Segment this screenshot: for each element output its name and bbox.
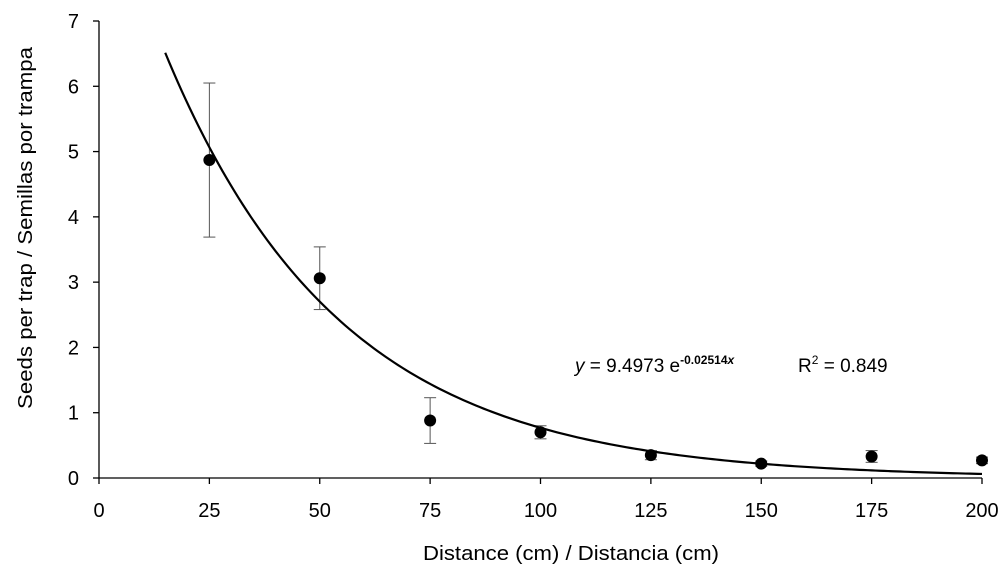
y-tick-label: 5 [68,142,79,164]
y-axis-title: Seeds per trap / Semillas por trampa [15,46,37,409]
equation-y-var: y [573,356,586,377]
x-tick-label: 25 [198,500,220,522]
x-tick-label: 200 [965,500,998,522]
r-squared-annotation: R2 = 0.849 [798,353,888,377]
data-point [644,449,657,462]
data-points [203,154,988,470]
data-point [755,457,768,470]
data-point [424,414,437,427]
y-tick-label: 6 [68,76,79,98]
y-tick-label: 0 [68,468,79,490]
x-tick-label: 75 [419,500,441,522]
y-tick-label: 2 [68,337,79,359]
y-ticks: 0 1 2 3 4 5 6 7 [68,11,99,490]
equation-annotation: y = 9.4973 e-0.02514x [573,353,736,377]
trendline [164,52,983,476]
y-tick-label: 7 [68,11,79,33]
y-tick-label: 3 [68,272,79,294]
x-tick-label: 150 [745,500,778,522]
r-squared-superscript: 2 [812,353,819,367]
r-squared-value: = 0.849 [818,356,887,377]
data-point [976,454,988,467]
x-tick-label: 50 [309,500,331,522]
y-tick-label: 4 [68,207,79,229]
x-axis-title: Distance (cm) / Distancia (cm) [423,543,719,564]
y-tick-label: 1 [68,403,79,425]
x-ticks: 0 25 50 75 100 125 150 175 200 [93,478,999,522]
equation-body: = 9.4973 e [585,356,681,377]
x-tick-label: 0 [93,500,104,522]
equation-exponent-var: x [727,353,736,367]
data-point [865,450,878,463]
x-tick-label: 100 [524,500,557,522]
data-point [203,154,216,167]
equation-exponent: -0.02514 [680,353,728,367]
x-tick-label: 175 [855,500,888,522]
trendline-group [164,52,983,476]
r-squared-label: R [798,356,812,377]
axes [98,21,982,479]
data-point [534,426,547,439]
data-point [313,272,326,285]
x-tick-label: 125 [634,500,667,522]
